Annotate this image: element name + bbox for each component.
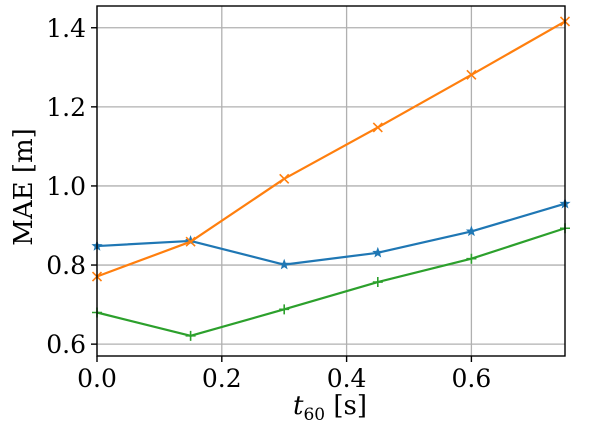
tick-labels: 0.0 0.2 0.4 0.6 0.6 0.8 1.0 1.2 1.4	[46, 14, 491, 393]
y-axis-label: MAE [m]	[9, 128, 39, 246]
x-marker	[279, 173, 290, 184]
y-tick-label-3: 1.2	[46, 93, 86, 122]
y-tick-label-1: 0.8	[46, 251, 86, 280]
star-marker	[465, 225, 477, 237]
plot-frame	[96, 5, 566, 357]
series-0	[91, 197, 571, 270]
plus-marker	[466, 253, 477, 264]
series-2-point-3	[372, 277, 383, 288]
series-1-point-1	[185, 236, 196, 247]
series-1	[91, 16, 571, 282]
series-0-point-3	[372, 246, 384, 258]
series-2-point-1	[185, 330, 196, 341]
series-0-point-4	[465, 225, 477, 237]
series-2-point-2	[279, 304, 290, 315]
x-marker	[372, 122, 383, 133]
axes	[91, 5, 566, 362]
x-marker	[466, 69, 477, 80]
y-tick-label-4: 1.4	[46, 14, 86, 43]
series-2-point-4	[466, 253, 477, 264]
x-axis-label-symbol: t	[293, 391, 304, 421]
star-marker	[278, 258, 290, 270]
series-1-point-2	[279, 173, 290, 184]
series-2-line	[96, 227, 566, 337]
x-tick-label-3: 0.6	[452, 364, 492, 393]
x-tick-label-1: 0.2	[202, 364, 242, 393]
series-0-line	[96, 202, 566, 266]
plus-marker	[279, 304, 290, 315]
series-1-point-3	[372, 122, 383, 133]
series-1-point-4	[466, 69, 477, 80]
plus-marker	[372, 277, 383, 288]
series-1-line	[96, 20, 566, 278]
grid	[96, 6, 565, 356]
plus-marker	[185, 330, 196, 341]
y-tick-label-0: 0.6	[46, 330, 86, 359]
series-0-point-2	[278, 258, 290, 270]
series-layer	[91, 16, 571, 341]
x-axis-label: t60 [s]	[293, 391, 367, 425]
star-marker	[372, 246, 384, 258]
x-axis-label-subscript: 60	[303, 405, 325, 425]
series-2	[92, 223, 570, 341]
x-marker	[185, 236, 196, 247]
x-tick-label-0: 0.0	[77, 364, 117, 393]
y-tick-label-2: 1.0	[46, 172, 86, 201]
x-tick-label-2: 0.4	[327, 364, 367, 393]
x-axis-label-unit: [s]	[325, 391, 367, 421]
